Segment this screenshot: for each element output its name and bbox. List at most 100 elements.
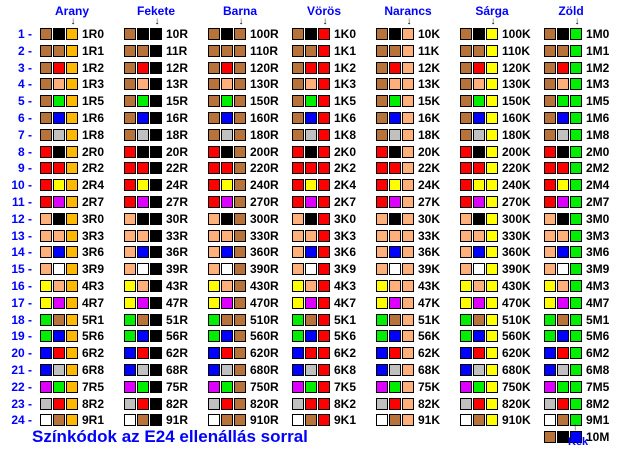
multiplier-band [486, 78, 498, 91]
resistor-value: 43R [166, 279, 189, 293]
digit-band [376, 296, 388, 309]
digit-band [305, 414, 317, 427]
multiplier-band [66, 229, 78, 242]
digit-band [305, 296, 317, 309]
digit-band [557, 397, 569, 410]
digit-band [292, 78, 304, 91]
resistor-value: 5M6 [586, 329, 610, 344]
resistor-value: 1M3 [586, 77, 610, 92]
resistor-value: 91R [166, 413, 189, 428]
multiplier-band [402, 95, 414, 108]
digit-band [460, 44, 472, 57]
digit-band [221, 128, 233, 141]
multiplier-band [66, 95, 78, 108]
multiplier-band [402, 28, 414, 40]
digit-band [124, 347, 136, 360]
multiplier-band [150, 380, 162, 393]
multiplier-band [486, 162, 498, 175]
multiplier-band [66, 61, 78, 74]
digit-band [40, 44, 52, 57]
digit-band [557, 128, 569, 141]
multiplier-band [570, 347, 582, 360]
resistor-value: 120R [250, 60, 279, 75]
digit-band [389, 246, 401, 259]
multiplier-band [570, 414, 582, 427]
resistor-value: 16K [418, 111, 441, 125]
digit-band [376, 313, 388, 326]
digit-band [208, 145, 220, 158]
digit-band [557, 28, 569, 40]
digit-band [305, 196, 317, 208]
row-number: 21 - [11, 363, 32, 377]
digit-band [221, 380, 233, 393]
digit-band [137, 61, 149, 74]
resistor-value: 200K [502, 144, 531, 159]
digit-band [208, 28, 220, 40]
digit-band [376, 78, 388, 91]
multiplier-band [150, 162, 162, 175]
multiplier-band [150, 296, 162, 309]
multiplier-band [318, 280, 330, 292]
digit-band [305, 128, 317, 141]
multiplier-band [570, 296, 582, 309]
resistor-value: 300K [502, 211, 531, 226]
digit-band [557, 296, 569, 309]
digit-band [305, 229, 317, 242]
digit-band [305, 162, 317, 175]
digit-band [40, 212, 52, 225]
digit-band [557, 179, 569, 192]
digit-band [460, 414, 472, 427]
digit-band [473, 78, 485, 91]
resistor-value: 2M4 [586, 178, 610, 193]
row-number: 24 - [11, 413, 32, 428]
down-arrow-icon: ↓ [322, 16, 328, 27]
digit-band [221, 280, 233, 292]
multiplier-band [66, 212, 78, 225]
column-header: Zöld [558, 4, 584, 18]
resistor-value: 680K [502, 363, 531, 377]
resistor-value: 75K [418, 379, 441, 394]
resistor-value: 62K [418, 346, 441, 361]
digit-band [208, 212, 220, 225]
digit-band [292, 179, 304, 192]
column-header: Arany [54, 4, 89, 18]
row-number: 23 - [11, 396, 32, 411]
resistor-value: 4K3 [334, 279, 357, 293]
multiplier-band [486, 246, 498, 259]
digit-band [292, 28, 304, 40]
resistor-value: 36R [166, 245, 189, 260]
down-arrow-icon: ↓ [154, 16, 160, 27]
multiplier-band [234, 179, 246, 192]
digit-band [208, 229, 220, 242]
multiplier-band [570, 196, 582, 208]
multiplier-band [486, 414, 498, 427]
digit-band [208, 78, 220, 91]
column-header: Sárga [475, 4, 509, 18]
digit-band [305, 347, 317, 360]
digit-band [292, 313, 304, 326]
resistor-value: 9R1 [82, 413, 105, 428]
digit-band [292, 263, 304, 276]
resistor-value: 2K2 [334, 161, 357, 176]
resistor-value: 220K [502, 161, 531, 176]
digit-band [557, 78, 569, 91]
digit-band [460, 296, 472, 309]
resistor-value: 470K [502, 295, 531, 310]
resistor-value: 3M3 [586, 228, 610, 243]
digit-band [40, 414, 52, 427]
multiplier-band [234, 162, 246, 175]
multiplier-band [234, 112, 246, 124]
digit-band [124, 229, 136, 242]
resistor-value: 36K [418, 245, 441, 260]
resistor-value: 4R3 [82, 279, 105, 293]
digit-band [292, 414, 304, 427]
resistor-value: 1K6 [334, 111, 357, 125]
digit-band [460, 179, 472, 192]
digit-band [292, 61, 304, 74]
resistor-value: 110R [250, 43, 279, 58]
resistor-value: 1K8 [334, 127, 357, 142]
multiplier-band [234, 330, 246, 343]
resistor-value: 5K6 [334, 329, 357, 344]
resistor-value: 91K [418, 413, 441, 428]
resistor-value: 130R [250, 77, 279, 92]
